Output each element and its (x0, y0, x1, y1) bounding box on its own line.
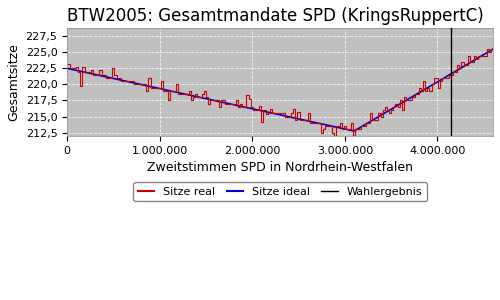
X-axis label: Zweitstimmen SPD in Nordrhein-Westfalen: Zweitstimmen SPD in Nordrhein-Westfalen (147, 161, 413, 174)
Y-axis label: Gesamtsitze: Gesamtsitze (7, 43, 20, 121)
Text: BTW2005: Gesamtmandate SPD (KringsRuppertC): BTW2005: Gesamtmandate SPD (KringsRupper… (67, 7, 484, 25)
Legend: Sitze real, Sitze ideal, Wahlergebnis: Sitze real, Sitze ideal, Wahlergebnis (134, 182, 427, 201)
